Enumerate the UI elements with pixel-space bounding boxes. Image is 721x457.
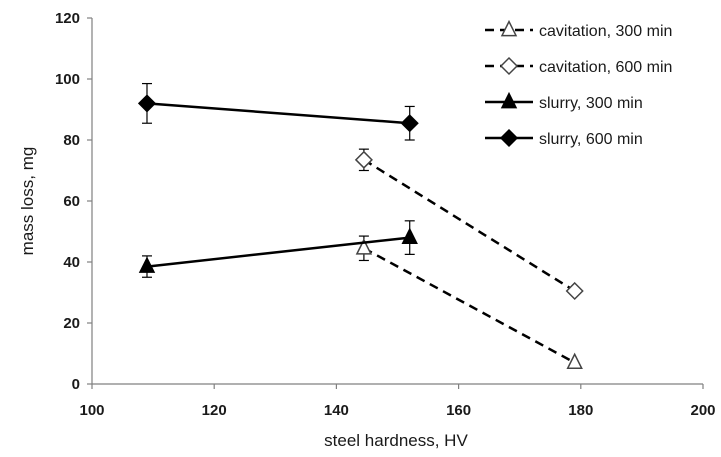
series-1 [355,235,583,369]
y-tick-label: 0 [72,376,80,393]
y-tick-label: 80 [63,132,80,149]
legend-marker [500,19,518,37]
y-tick-label: 40 [63,254,80,271]
data-point [138,256,156,273]
legend-entry: cavitation, 300 min [485,19,672,40]
y-tick-label: 20 [63,315,80,332]
data-point [400,114,419,133]
y-axis-title: mass loss, mg [18,147,37,256]
y-tick-label: 60 [63,193,80,210]
series-line [363,247,576,364]
series-3 [138,220,418,278]
legend-entry: slurry, 600 min [485,128,643,148]
legend-marker [499,56,519,76]
data-point [566,352,583,369]
x-tick-label: 160 [446,402,471,419]
data-point [401,227,418,244]
series-line [363,158,576,293]
series-line [146,236,410,268]
y-tick-label: 100 [55,71,80,88]
x-tick-label: 200 [690,402,715,419]
data-point [355,238,373,255]
legend-marker [499,128,519,148]
legend: cavitation, 300 min cavitation, 600 min sl… [485,19,672,148]
x-tick-label: 140 [324,402,349,419]
x-tick-label: 100 [79,402,104,419]
y-tick-label: 120 [55,10,80,27]
x-tick-label: 180 [568,402,593,419]
legend-label: cavitation, 300 min [539,23,672,40]
plot-area [137,82,584,369]
x-axis-title: steel hardness, HV [324,431,468,450]
legend-entry: slurry, 300 min [485,91,643,112]
legend-label: slurry, 300 min [539,95,643,112]
series-line [146,102,410,125]
data-point [354,150,373,169]
legend-entry: cavitation, 600 min [485,56,672,76]
x-tick-label: 120 [202,402,227,419]
axes: 0 20 40 60 80 100 120 100 120 140 160 180 200 [55,10,716,419]
data-point [565,281,584,301]
series-4 [137,82,419,141]
legend-marker [500,91,518,109]
legend-label: cavitation, 600 min [539,59,672,76]
legend-label: slurry, 600 min [539,131,643,148]
series-2 [354,148,584,301]
data-point [137,94,157,113]
